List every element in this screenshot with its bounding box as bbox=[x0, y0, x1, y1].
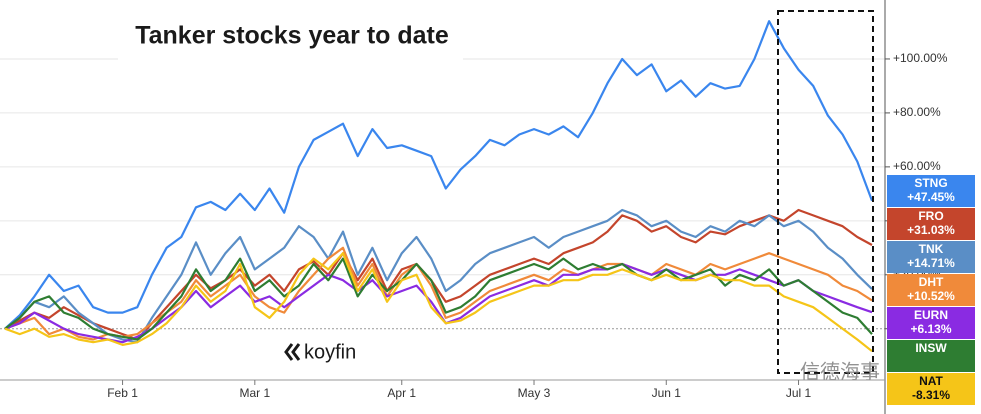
series-line bbox=[4, 208, 873, 344]
legend-badge bbox=[887, 175, 975, 207]
legend-name: EURN bbox=[914, 308, 948, 322]
legend-name: NAT bbox=[919, 374, 943, 388]
legend-value: +6.13% bbox=[910, 322, 951, 336]
x-tick-label: May 3 bbox=[518, 386, 551, 400]
series-line bbox=[4, 257, 873, 341]
legend-value: +10.52% bbox=[907, 289, 955, 303]
legend-badge bbox=[887, 307, 975, 339]
legend-badge bbox=[887, 274, 975, 306]
series-line bbox=[4, 20, 874, 330]
title-backdrop bbox=[118, 12, 463, 62]
legend-badge bbox=[887, 373, 975, 405]
legend-badge bbox=[887, 208, 975, 240]
series-line bbox=[4, 252, 873, 353]
legend-name: DHT bbox=[919, 275, 944, 289]
chart-title: Tanker stocks year to date bbox=[135, 22, 449, 50]
legend-badge bbox=[887, 340, 975, 372]
x-tick-label: Jun 1 bbox=[652, 386, 682, 400]
y-tick-label: +100.00% bbox=[893, 51, 948, 65]
x-tick-label: Mar 1 bbox=[239, 386, 270, 400]
legend-name: TNK bbox=[919, 242, 944, 256]
logo: koyfin bbox=[284, 341, 356, 363]
legend-name: STNG bbox=[914, 176, 947, 190]
lines bbox=[4, 20, 874, 353]
legend-badge bbox=[887, 241, 975, 273]
y-tick-label: +80.00% bbox=[893, 105, 941, 119]
legend-value: -8.31% bbox=[912, 388, 950, 402]
legend-name: FRO bbox=[918, 209, 943, 223]
x-tick-label: Jul 1 bbox=[786, 386, 812, 400]
legend-value: +31.03% bbox=[907, 223, 955, 237]
legend-value: +47.45% bbox=[907, 190, 955, 204]
x-tick-label: Feb 1 bbox=[107, 386, 138, 400]
y-tick-label: +60.00% bbox=[893, 159, 941, 173]
x-tick-label: Apr 1 bbox=[387, 386, 416, 400]
logo-text: koyfin bbox=[304, 341, 356, 363]
logo-mark bbox=[284, 343, 301, 361]
legend-value: +14.71% bbox=[907, 256, 955, 270]
series-line bbox=[4, 246, 873, 341]
watermark: 信德海事 bbox=[800, 360, 880, 383]
end-badges: STNG+47.45% FRO+31.03% TNK+14.71% DHT+10.52… bbox=[887, 175, 975, 405]
legend-name: INSW bbox=[915, 341, 947, 355]
highlight-box bbox=[777, 10, 874, 374]
